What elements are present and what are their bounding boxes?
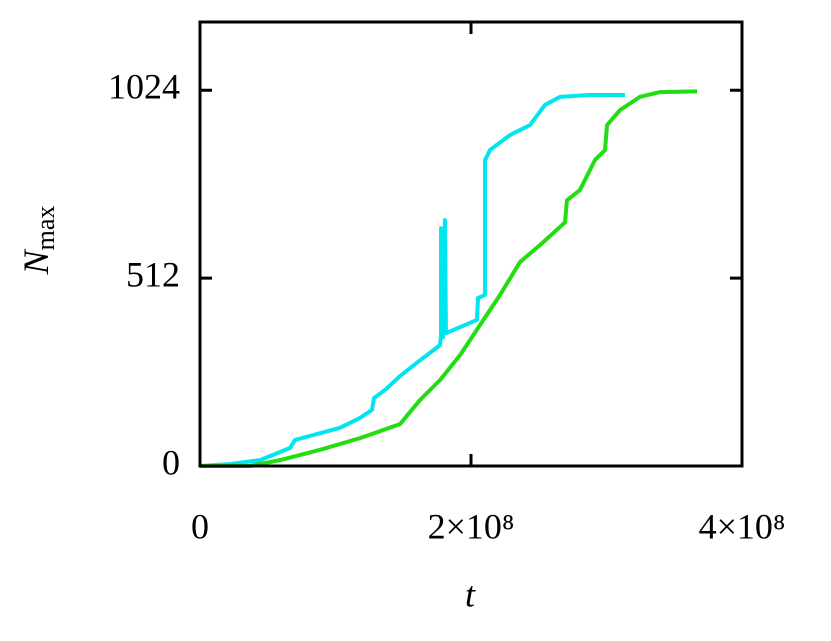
y-label-symbol: N (16, 248, 56, 275)
y-tick-label: 1024 (108, 67, 180, 107)
y-axis-label: Nmax (16, 206, 60, 276)
x-tick-label: 0 (191, 506, 209, 546)
data-line (200, 89, 698, 468)
x-tick-label: 2×10⁸ (428, 506, 515, 546)
y-tick-label: 0 (162, 442, 180, 482)
x-axis-label: t (465, 574, 476, 614)
plot-frame (198, 20, 744, 468)
y-label-subscript: max (31, 206, 60, 251)
x-tick-label: 4×10⁸ (699, 506, 786, 546)
y-tick-label: 512 (126, 254, 180, 294)
data-line (199, 93, 626, 468)
